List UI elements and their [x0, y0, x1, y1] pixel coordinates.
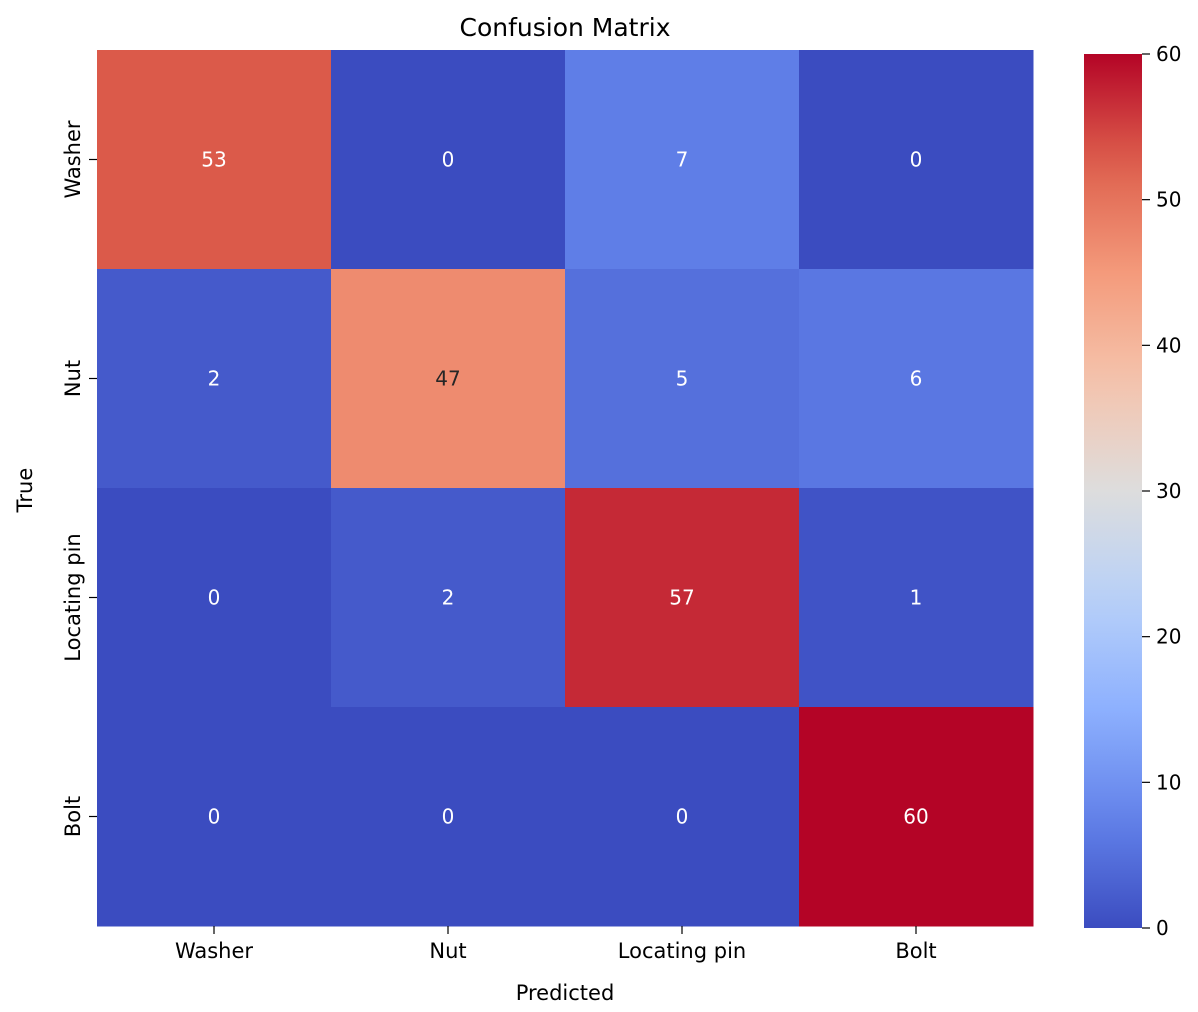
cell-value-label: 0	[910, 148, 923, 172]
x-tick-label: Washer	[175, 939, 253, 963]
y-axis: Washer Nut Locating pin Bolt	[61, 120, 97, 837]
colorbar-tick-label: 40	[1156, 333, 1181, 357]
colorbar-tick-label: 30	[1156, 479, 1181, 503]
heatmap-cell	[97, 269, 332, 489]
cell-value-label: 2	[208, 367, 221, 391]
cell-value-label: 0	[442, 805, 455, 829]
colorbar-tick-label: 0	[1156, 916, 1169, 940]
cell-value-label: 1	[910, 586, 923, 610]
colorbar-tick-label: 50	[1156, 188, 1181, 212]
heatmap-cell	[97, 488, 332, 708]
cell-value-label: 47	[435, 367, 460, 391]
cell-value-label: 5	[676, 367, 689, 391]
x-tick-label: Bolt	[895, 939, 936, 963]
x-tick-label: Locating pin	[618, 939, 746, 963]
colorbar-gradient	[1084, 54, 1142, 928]
heatmap-cells: 53 0 7 02 47 5 60 2 57 10 0 0 60	[97, 50, 1034, 927]
heatmap-cell	[331, 488, 566, 708]
heatmap-cell	[799, 269, 1034, 489]
x-tick-label: Nut	[429, 939, 466, 963]
colorbar: 0 10 20 30 40 50 60	[1084, 42, 1181, 940]
heatmap-cell	[565, 488, 800, 708]
heatmap-cell	[565, 50, 800, 270]
cell-value-label: 0	[208, 586, 221, 610]
heatmap-cell	[799, 488, 1034, 708]
x-axis-label: Predicted	[516, 981, 615, 1005]
y-tick-label: Bolt	[61, 796, 85, 837]
cell-value-label: 0	[442, 148, 455, 172]
heatmap-cell	[331, 269, 566, 489]
cell-value-label: 7	[676, 148, 689, 172]
x-axis: Washer Nut Locating pin Bolt	[175, 926, 937, 963]
heatmap-cell	[565, 707, 800, 927]
cell-value-label: 0	[208, 805, 221, 829]
heatmap-cell	[799, 707, 1034, 927]
cell-value-label: 2	[442, 586, 455, 610]
y-tick-label: Locating pin	[61, 533, 85, 661]
heatmap-cell	[97, 707, 332, 927]
heatmap-cell	[331, 707, 566, 927]
heatmap-cell	[565, 269, 800, 489]
heatmap-cell	[799, 50, 1034, 270]
heatmap-cell	[97, 50, 332, 270]
cell-value-label: 57	[669, 586, 694, 610]
y-axis-label: True	[13, 468, 37, 514]
cell-value-label: 60	[903, 805, 928, 829]
heatmap-cell	[331, 50, 566, 270]
cell-value-label: 53	[201, 148, 226, 172]
colorbar-tick-label: 60	[1156, 42, 1181, 66]
colorbar-tick-label: 10	[1156, 770, 1181, 794]
y-tick-label: Washer	[61, 120, 85, 198]
y-tick-label: Nut	[61, 360, 85, 397]
cell-value-label: 6	[910, 367, 923, 391]
chart-title: Confusion Matrix	[459, 13, 670, 42]
colorbar-tick-label: 20	[1156, 625, 1181, 649]
cell-value-label: 0	[676, 805, 689, 829]
